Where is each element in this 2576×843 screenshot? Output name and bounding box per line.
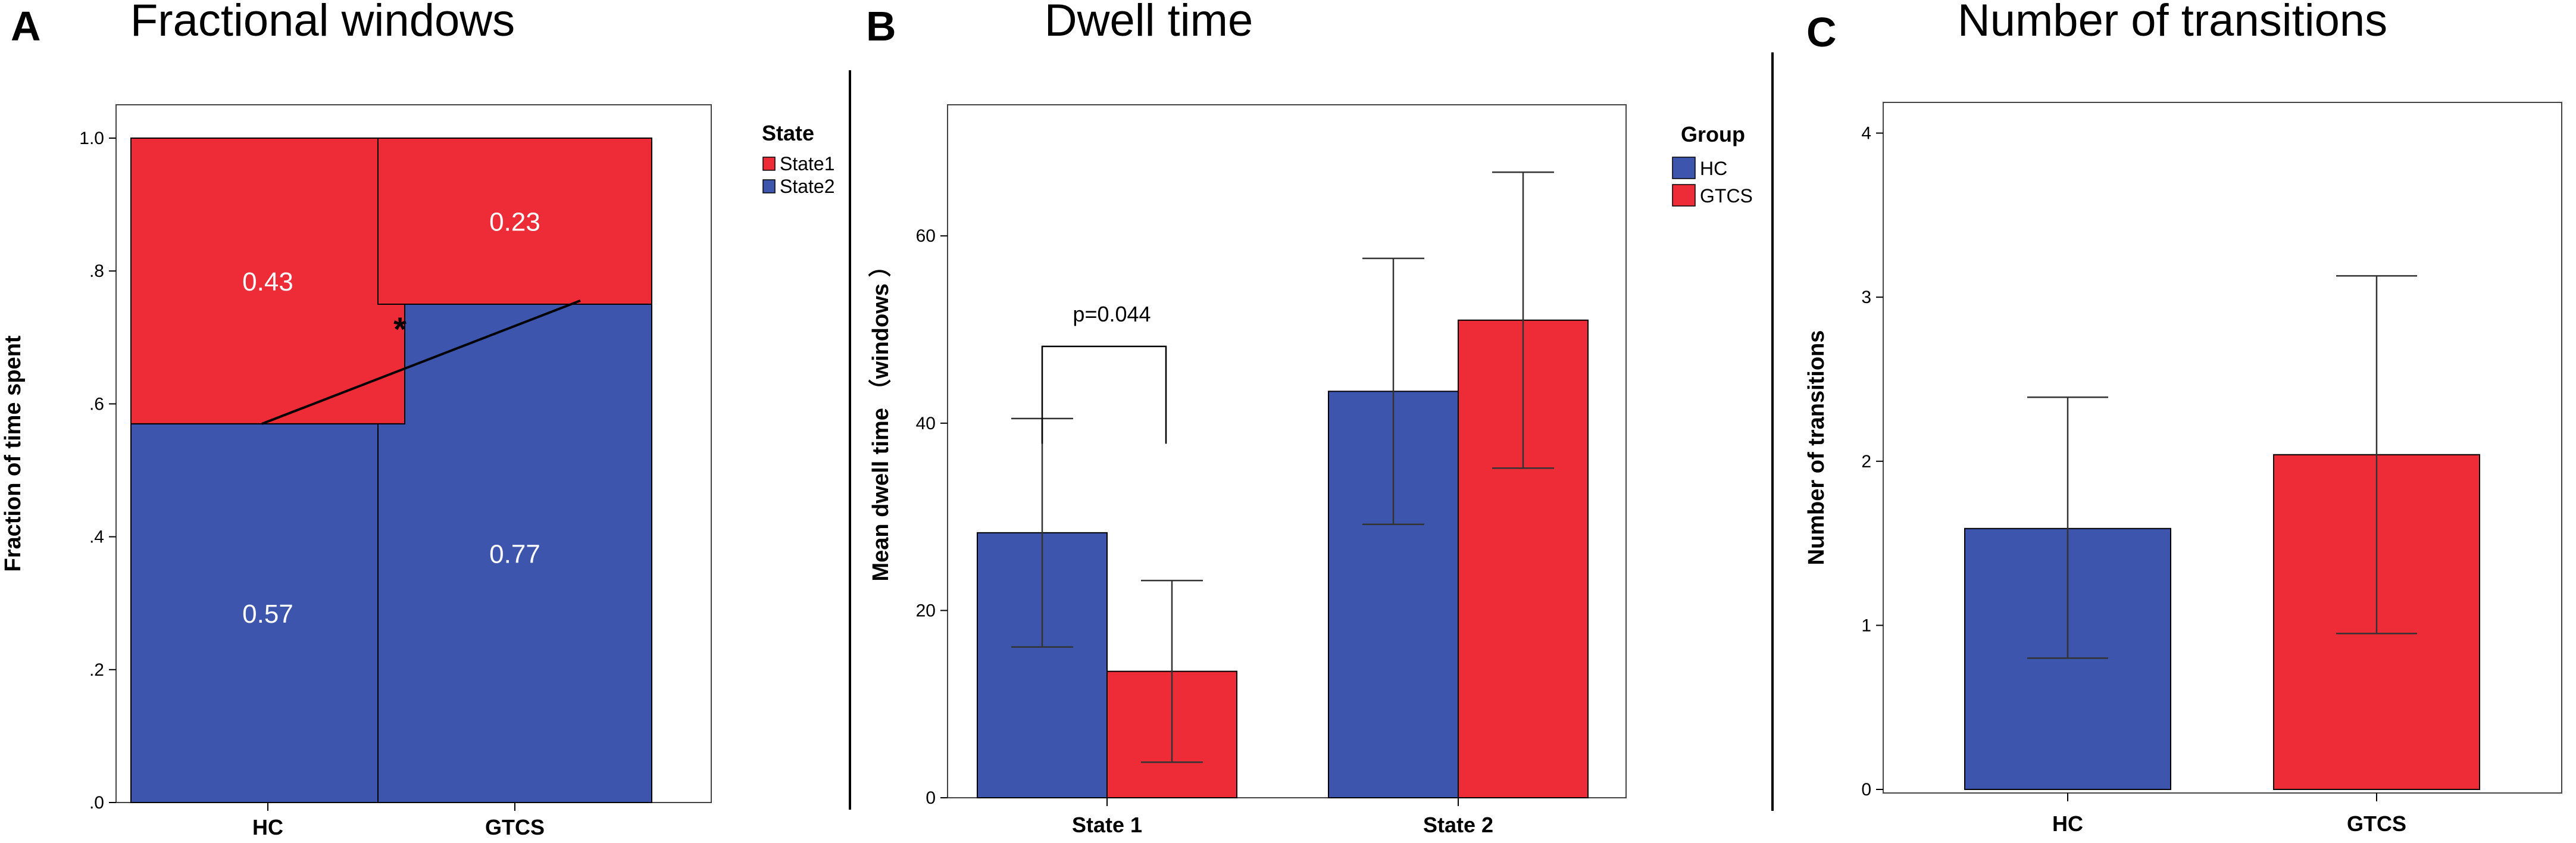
y-tick-label: 40	[916, 414, 936, 433]
panel-letter-c: C	[1806, 9, 1837, 55]
significance-line	[261, 299, 581, 425]
chart-title-a: Fractional windows	[130, 0, 515, 46]
x-tick-label: HC	[252, 815, 283, 839]
y-ticks-a: .0 .2 .4 .6 .8 1.0	[79, 129, 116, 813]
bar-value-label: 0.23	[489, 208, 540, 237]
chart-title-c: Number of transitions	[1958, 0, 2387, 46]
legend-label-gtcs: GTCS	[1700, 185, 1753, 207]
y-tick-label: 4	[1861, 124, 1871, 143]
chart-title-b: Dwell time	[1045, 0, 1253, 46]
y-tick-label: 20	[916, 601, 936, 620]
plot-frame-b	[947, 104, 1627, 798]
x-tick-label: HC	[2052, 811, 2083, 836]
x-tick-label: GTCS	[2347, 811, 2406, 836]
legend-swatch-state1	[762, 157, 776, 171]
legend-title-b: Group	[1681, 122, 1745, 146]
legend-swatch-hc	[1672, 157, 1696, 179]
y-tick-label: .8	[89, 261, 104, 281]
y-axis-label-b: Mean dwell time （windows ）	[868, 255, 893, 582]
y-tick-label: .4	[89, 527, 104, 547]
x-tick-label: State 1	[1072, 813, 1142, 837]
x-tick-label: GTCS	[485, 815, 545, 839]
legend-swatch-state2	[762, 179, 776, 193]
bar-value-label: 0.77	[489, 540, 540, 569]
legend-title-a: State	[762, 121, 814, 145]
y-ticks-b: 0 20 40 60	[916, 226, 948, 808]
bar-state1-hc	[130, 138, 405, 424]
legend-a: State State1 State2	[762, 121, 835, 197]
y-tick-label: 0	[1861, 780, 1871, 800]
x-ticks-b: State 1 State 2	[1072, 798, 1493, 837]
bars-b	[977, 171, 1589, 799]
p-value-label: p=0.044	[1073, 302, 1151, 326]
y-tick-label: 3	[1861, 288, 1871, 307]
y-axis-label-a: Fraction of time spent	[1, 335, 26, 572]
legend-b: Group HC GTCS	[1672, 122, 1753, 207]
y-ticks-c: 0 1 2 3 4	[1861, 124, 1883, 800]
panel-c: C Number of transitions Number of transi…	[1804, 0, 2562, 836]
bars-a: 0.57 0.77 0.43 0.23	[130, 138, 652, 803]
panel-b: B Dwell time Mean dwell time （windows ） …	[866, 0, 1753, 837]
y-tick-label: .6	[89, 394, 104, 414]
panel-letter-b: B	[866, 3, 896, 49]
y-tick-label: 1	[1861, 616, 1871, 635]
y-tick-label: 60	[916, 226, 936, 246]
x-ticks-c: HC GTCS	[2052, 793, 2406, 836]
bar-value-label: 0.43	[242, 267, 293, 296]
y-tick-label: 2	[1861, 452, 1871, 472]
y-tick-label: 0	[926, 788, 936, 808]
bar-state1-gtcs	[377, 138, 652, 305]
x-ticks-a: HC GTCS	[252, 803, 545, 839]
p-value-bracket	[1041, 345, 1167, 444]
panel-a: A Fractional windows Fraction of time sp…	[1, 0, 835, 839]
legend-swatch-gtcs	[1672, 184, 1696, 207]
plot-frame-c	[1883, 102, 2562, 794]
bars-c	[1964, 275, 2480, 791]
bar-state2-gtcs	[377, 304, 652, 803]
panel-letter-a: A	[11, 3, 41, 49]
y-tick-label: .0	[89, 793, 104, 813]
bar-value-label: 0.57	[242, 600, 293, 629]
significance-star: *	[393, 310, 407, 348]
y-tick-label: 1.0	[79, 129, 104, 148]
legend-label-state1: State1	[780, 153, 835, 174]
y-axis-label-c: Number of transitions	[1804, 330, 1829, 566]
legend-label-state2: State2	[780, 176, 835, 197]
legend-label-hc: HC	[1700, 158, 1727, 179]
x-tick-label: State 2	[1423, 813, 1493, 837]
y-tick-label: .2	[89, 660, 104, 680]
